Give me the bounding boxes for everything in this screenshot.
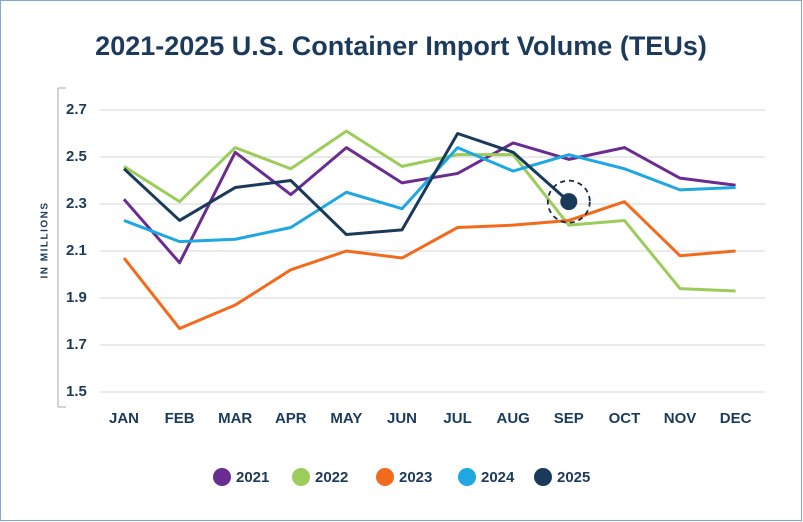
legend-label: 2025 xyxy=(557,469,590,486)
highlight-point xyxy=(560,193,578,211)
legend-label: 2021 xyxy=(236,469,269,486)
x-tick-label: NOV xyxy=(664,410,697,427)
x-tick-label: APR xyxy=(275,410,307,427)
series-line xyxy=(122,200,736,331)
y-tick-label: 1.5 xyxy=(66,383,87,400)
x-tick-label: SEP xyxy=(554,410,584,427)
x-tick-label: JUL xyxy=(443,410,471,427)
y-tick-label: 2.7 xyxy=(66,101,87,118)
legend-swatch xyxy=(534,468,552,486)
legend-label: 2024 xyxy=(481,469,515,486)
y-tick-label: 1.7 xyxy=(66,336,87,353)
legend-swatch xyxy=(458,468,476,486)
series-line xyxy=(123,129,736,293)
highlight-ring xyxy=(546,179,591,224)
legend-label: 2022 xyxy=(315,469,348,486)
x-tick-label: MAY xyxy=(330,410,362,427)
x-tick-label: MAR xyxy=(218,410,252,427)
x-tick-label: FEB xyxy=(165,410,195,427)
y-tick-label: 2.3 xyxy=(66,195,87,212)
legend-swatch xyxy=(213,468,231,486)
y-axis-label: IN MILLIONS xyxy=(40,201,51,278)
chart-title: 2021-2025 U.S. Container Import Volume (… xyxy=(95,31,707,61)
legend-swatch xyxy=(292,468,310,486)
x-tick-label: OCT xyxy=(609,410,641,427)
x-tick-label: JUN xyxy=(387,410,417,427)
legend-swatch xyxy=(376,468,394,486)
series-line xyxy=(123,146,736,244)
y-tick-label: 2.1 xyxy=(66,242,87,259)
y-tick-label: 2.5 xyxy=(66,148,87,165)
x-tick-label: AUG xyxy=(497,410,530,427)
legend-label: 2023 xyxy=(399,469,432,486)
y-tick-label: 1.9 xyxy=(66,289,87,306)
x-tick-label: JAN xyxy=(109,410,139,427)
x-tick-label: DEC xyxy=(720,410,752,427)
series-line xyxy=(122,132,570,237)
